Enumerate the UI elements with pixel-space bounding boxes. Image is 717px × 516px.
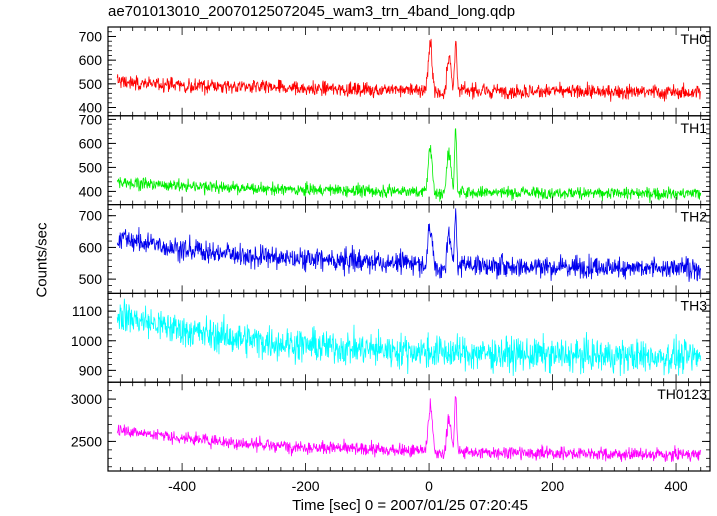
- y-tick-label: 500: [79, 159, 103, 175]
- panel-th1: 400 500 600 700 TH1: [79, 111, 711, 206]
- series-line-th1: [116, 128, 702, 204]
- panel-label: TH3: [681, 297, 708, 313]
- y-tick-label: 500: [79, 76, 103, 92]
- x-tick-label: 200: [541, 478, 565, 494]
- y-tick-label: 700: [79, 28, 103, 44]
- panel-frame: [107, 381, 711, 472]
- series-line-th0123: [116, 396, 702, 462]
- panel-label: TH2: [681, 209, 708, 225]
- y-tick-label: 1100: [72, 303, 102, 319]
- x-axis-label: Time [sec] 0 = 2007/01/25 07:20:45: [292, 497, 528, 514]
- x-tick-label: -200: [292, 478, 320, 494]
- x-tick-label: 0: [425, 478, 433, 494]
- y-tick-label: 700: [79, 208, 103, 224]
- y-tick-label: 400: [79, 100, 103, 116]
- y-tick-label: 3000: [71, 391, 102, 407]
- panel-frame: [107, 26, 711, 117]
- panel-th0123: 2500 3000 TH0123: [71, 381, 711, 472]
- panel-label: TH0: [681, 31, 708, 47]
- y-tick-label: 500: [79, 271, 103, 287]
- panel-frame: [107, 292, 711, 383]
- y-tick-label: 600: [79, 52, 103, 68]
- y-tick-label: 600: [79, 135, 103, 151]
- x-tick-label: 400: [664, 478, 688, 494]
- x-tick-label: -400: [168, 478, 196, 494]
- panel-th2: 500 600 700 TH2: [79, 204, 711, 295]
- panel-label: TH1: [681, 120, 708, 136]
- y-tick-label: 600: [79, 239, 103, 255]
- chart-title: ae701013010_20070125072045_wam3_trn_4ban…: [108, 3, 516, 20]
- panel-th3: 900 1000 1100 TH3: [71, 292, 711, 383]
- series-line-th0: [116, 38, 701, 102]
- panel-label: TH0123: [657, 386, 707, 402]
- y-tick-label: 900: [79, 362, 103, 378]
- y-tick-label: 2500: [71, 433, 102, 449]
- series-line-th2: [116, 208, 702, 282]
- y-tick-label: 1000: [71, 333, 102, 349]
- y-tick-label: 700: [79, 111, 103, 127]
- panel-th0: 400 500 600 700 TH0: [79, 26, 711, 117]
- series-line-th3: [116, 298, 702, 376]
- y-tick-label: 400: [79, 183, 103, 199]
